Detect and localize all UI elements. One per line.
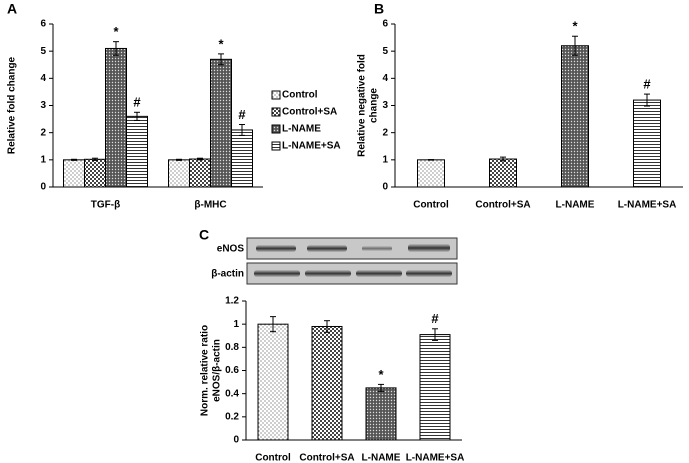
- y-tick-label: 6: [382, 19, 388, 30]
- panel-label: C: [199, 227, 209, 243]
- x-tick-label: L-NAME+SA: [406, 453, 465, 463]
- blot-label: eNOS: [217, 244, 245, 255]
- bar: [63, 159, 85, 188]
- annotation: #: [238, 107, 246, 122]
- blot-band: [305, 270, 351, 277]
- legend-swatch: [271, 107, 281, 117]
- legend-swatch: [271, 90, 281, 100]
- y-tick-label: 2: [40, 127, 46, 138]
- blot-band: [256, 245, 296, 252]
- y-axis-label: Norm. relative ratio: [200, 325, 211, 416]
- y-tick-label: 2: [382, 127, 388, 138]
- bar: [105, 47, 127, 188]
- y-tick-label: 4: [40, 73, 46, 84]
- x-tick-label: Control: [255, 453, 291, 463]
- y-tick-label: 5: [382, 46, 388, 57]
- bar: [633, 99, 661, 188]
- annotation: #: [431, 311, 439, 326]
- y-axis-label: Relative fold change: [7, 56, 18, 154]
- blot-band: [254, 270, 300, 277]
- y-tick-label: 0.6: [225, 365, 239, 376]
- x-tick-label: Control+SA: [475, 200, 530, 211]
- y-axis-label: change: [369, 88, 380, 123]
- y-axis-label: eNOS/β-actin: [212, 339, 223, 402]
- x-tick-label: L-NAME+SA: [618, 200, 677, 211]
- annotation: *: [218, 36, 224, 51]
- y-tick-label: 0.4: [225, 388, 239, 399]
- blot-band: [362, 246, 392, 251]
- blot-band: [307, 245, 347, 252]
- bar: [561, 45, 589, 188]
- blot-label: β-actin: [211, 269, 244, 280]
- blot: eNOS β-actin: [211, 237, 458, 285]
- y-tick-label: 6: [40, 19, 46, 30]
- bar: [417, 159, 445, 188]
- x-tick-label: TGF-β: [91, 200, 120, 211]
- y-tick-label: 1: [382, 154, 388, 165]
- legend-swatch: [271, 141, 281, 151]
- bar: [231, 129, 253, 188]
- blot-frame: [246, 262, 458, 285]
- bar: [311, 325, 343, 441]
- y-tick-label: 1: [233, 319, 239, 330]
- panel-label: A: [7, 1, 17, 17]
- x-tick-label: L-NAME: [362, 453, 401, 463]
- y-tick-label: 0: [382, 182, 388, 193]
- y-tick-label: 0.8: [225, 342, 239, 353]
- annotation: #: [133, 95, 141, 110]
- legend-label: Control+SA: [282, 107, 337, 118]
- legend-label: L-NAME: [282, 124, 321, 135]
- blot-frame: [246, 237, 458, 260]
- blot-band: [356, 270, 402, 277]
- annotation: #: [643, 77, 651, 92]
- y-tick-label: 3: [382, 100, 388, 111]
- panel-label: B: [374, 1, 384, 17]
- y-tick-label: 0: [233, 435, 239, 446]
- y-tick-label: 0: [40, 182, 46, 193]
- legend-swatch: [271, 124, 281, 134]
- blot-band: [408, 244, 450, 252]
- y-tick-label: 0.2: [225, 411, 239, 422]
- bar: [84, 158, 106, 188]
- bar: [126, 115, 148, 188]
- bar: [210, 58, 232, 188]
- y-tick-label: 3: [40, 100, 46, 111]
- legend-label: Control: [282, 90, 318, 101]
- y-tick-label: 4: [382, 73, 388, 84]
- x-tick-label: L-NAME: [556, 200, 595, 211]
- bar: [489, 158, 517, 188]
- y-tick-label: 1: [40, 154, 46, 165]
- x-tick-label: Control+SA: [299, 453, 354, 463]
- bar: [257, 323, 289, 441]
- bar: [419, 334, 451, 441]
- annotation: *: [113, 24, 119, 39]
- x-tick-label: Control: [413, 200, 449, 211]
- x-tick-label: β-MHC: [194, 200, 226, 211]
- y-tick-label: 5: [40, 46, 46, 57]
- bar: [189, 158, 211, 188]
- bar: [168, 159, 190, 188]
- annotation: *: [378, 367, 384, 382]
- bar: [365, 387, 397, 441]
- legend-label: L-NAME+SA: [282, 141, 341, 152]
- blot-band: [406, 270, 452, 277]
- annotation: *: [572, 19, 578, 34]
- y-tick-label: 1.2: [225, 296, 239, 307]
- y-axis-label: Relative negative fold: [357, 54, 368, 157]
